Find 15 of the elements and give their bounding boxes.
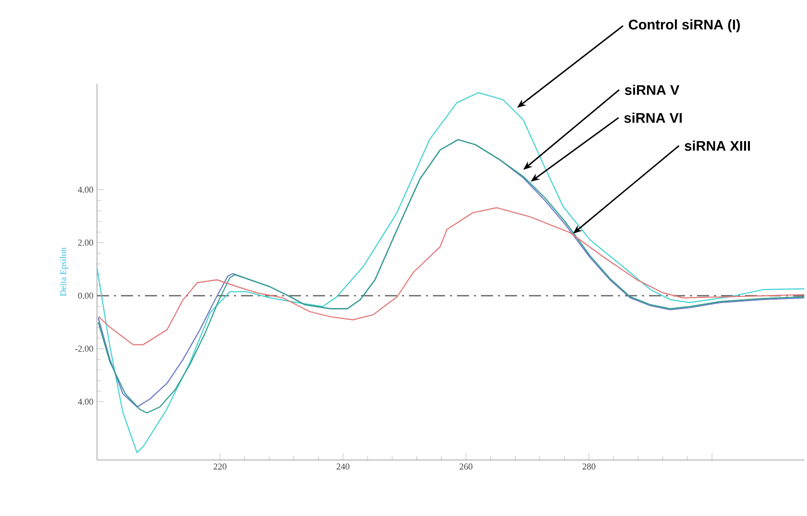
annotation: Control siRNA (I) <box>628 19 740 32</box>
annotation: siRNA XIII <box>684 140 750 151</box>
x-tick-label: 280 <box>582 464 596 470</box>
y-tick-label: 2.00 <box>78 240 94 246</box>
y-tick-label: 4.00 <box>78 186 94 193</box>
x-tick-label: 220 <box>214 464 226 470</box>
annotation: siRNA V <box>624 84 680 95</box>
line-series <box>98 207 805 346</box>
y-tick-label: 0.00 <box>78 292 94 299</box>
y-axis-title: Delta Epsilon <box>60 247 68 296</box>
x-tick-label: 240 <box>336 464 350 470</box>
y-tick-label: 4.00 <box>78 398 94 405</box>
annotation: siRNA VI <box>624 112 682 123</box>
x-tick-label: 260 <box>460 464 472 470</box>
y-tick-label: -2.00 <box>75 346 94 352</box>
